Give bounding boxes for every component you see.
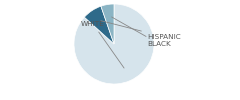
Wedge shape [101,4,114,44]
Wedge shape [84,6,114,44]
Text: WHITE: WHITE [81,21,124,68]
Text: BLACK: BLACK [112,17,171,47]
Text: HISPANIC: HISPANIC [101,21,180,40]
Wedge shape [74,4,154,84]
